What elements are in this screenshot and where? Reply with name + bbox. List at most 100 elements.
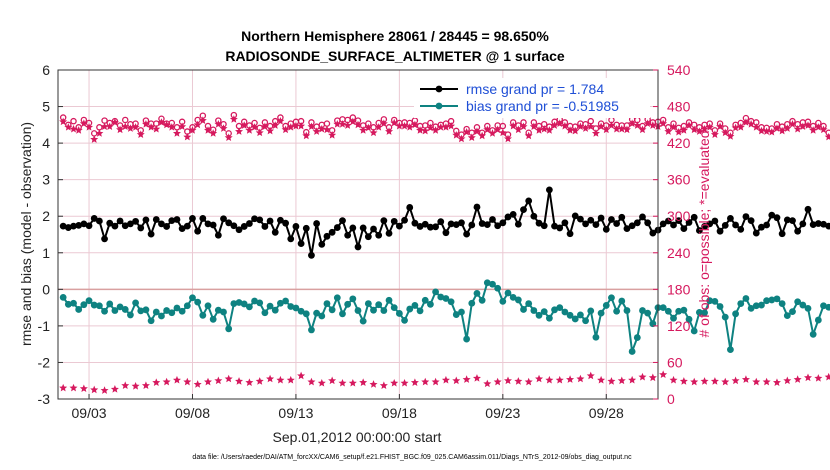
obs-evaluated-point [741,118,750,126]
obs-bottom-point [555,375,564,384]
rmse-point [209,221,217,229]
obs-evaluated-point [64,123,73,131]
obs-bottom-point [79,384,88,393]
obs-evaluated-point [767,127,776,136]
bias-point [592,333,600,341]
rmse-point [401,216,408,224]
bias-point [701,309,708,317]
obs-evaluated-point [602,125,611,134]
bias-point [152,308,160,316]
rmse-point [825,222,830,230]
rmse-point [230,222,238,230]
bias-point [778,300,786,307]
bias-point [421,296,429,304]
rmse-point [701,223,708,230]
bias-point [266,302,274,310]
bias-point [116,303,124,311]
bias-point [313,309,321,317]
bias-point [59,293,67,301]
rmse-point [716,227,724,235]
obs-bottom-point [338,378,347,387]
rmse-point [235,226,243,234]
obs-bottom-point [535,374,544,383]
rmse-point [608,216,615,223]
rmse-point [308,251,315,259]
bias-point [287,303,295,310]
rmse-point [582,220,589,228]
obs-evaluated-point [297,121,306,130]
obs-bottom-point [648,373,657,382]
bias-point [809,330,817,338]
rmse-point [75,221,83,229]
obs-bottom-point [245,378,254,386]
obs-evaluated-point [498,128,507,137]
bias-point [437,293,445,301]
bias-point [752,302,760,310]
rmse-point [194,227,202,235]
bias-point [147,317,155,325]
obs-bottom-point [721,377,730,386]
rmse-point [525,197,533,205]
obs-bottom-point [193,380,202,388]
rmse-point [204,220,212,228]
rmse-point [721,221,729,229]
obs-evaluated-point [648,121,657,129]
legend-rmse-marker [435,85,443,93]
bias-point [711,297,719,305]
obs-bottom-point [483,379,492,388]
bias-point [121,306,129,313]
bias-point [825,303,830,311]
obs-evaluated-point [400,121,409,130]
rmse-point [442,229,450,237]
bias-point [763,297,771,305]
bias-point [375,301,383,309]
bias-point [478,296,486,304]
rmse-point [566,230,574,238]
bias-point [380,307,388,314]
y-right-tick-label: 180 [667,281,691,297]
legend-bias-label: bias grand pr = -0.51985 [466,98,619,114]
rmse-point [240,223,248,230]
rmse-point [245,220,253,227]
obs-bottom-point [348,378,357,387]
bias-point [571,315,579,323]
bias-point [385,296,393,304]
obs-evaluated-point [100,122,109,131]
rmse-point [220,215,227,223]
obs-bottom-point [472,374,481,382]
obs-bottom-point [772,378,781,386]
bias-point [318,312,326,320]
bias-point [168,309,176,317]
rmse-point [339,217,346,225]
bias-point [158,312,165,320]
bias-point [633,334,641,341]
rmse-point [773,214,781,222]
bias-point [427,300,434,308]
obs-bottom-point [69,383,78,392]
obs-evaluated-point [343,121,352,129]
obs-evaluated-point [410,120,419,129]
rmse-point [370,225,377,233]
rmse-point [623,225,631,233]
obs-evaluated-point [390,118,399,127]
obs-bottom-point [824,372,830,381]
bias-point [401,317,408,324]
bias-point [561,308,569,316]
y-right-tick-label: 120 [667,318,691,334]
rmse-point [540,222,548,230]
bias-point [370,306,377,314]
y-left-tick-label: 1 [42,245,50,261]
rmse-point [121,222,129,230]
rmse-point [199,215,207,222]
bias-point [106,300,114,308]
bias-point [70,299,77,307]
bias-point [706,297,714,305]
obs-bottom-point [710,377,719,385]
y-right-tick-label: 480 [667,99,691,115]
bias-point [675,307,683,315]
obs-evaluated-point [250,123,259,131]
rmse-point [509,210,517,218]
bias-point [577,311,584,319]
obs-evaluated-point [695,127,704,135]
y-axis-left-label: rmse and bias (model - observation) [18,122,34,346]
